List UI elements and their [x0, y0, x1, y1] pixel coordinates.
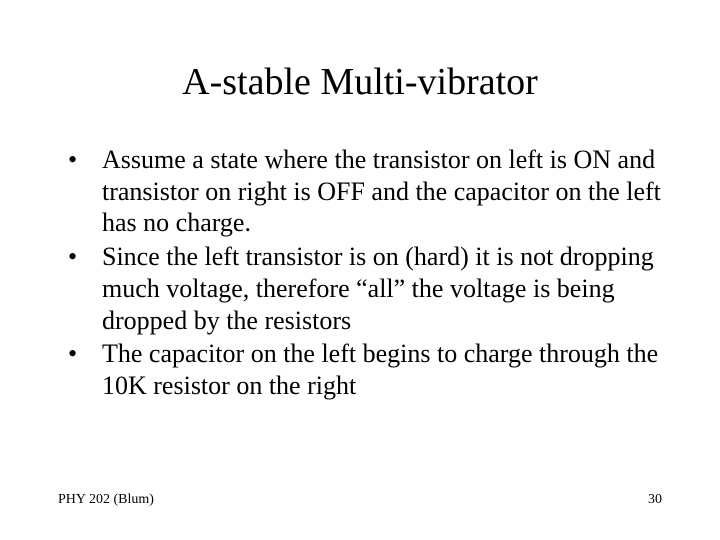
- bullet-item: The capacitor on the left begins to char…: [58, 338, 662, 401]
- bullet-item: Assume a state where the transistor on l…: [58, 144, 662, 239]
- bullet-list: Assume a state where the transistor on l…: [58, 144, 662, 402]
- slide-container: A-stable Multi-vibrator Assume a state w…: [0, 0, 720, 540]
- slide-title: A-stable Multi-vibrator: [58, 60, 662, 104]
- footer-page-number: 30: [648, 492, 662, 508]
- footer-course: PHY 202 (Blum): [58, 492, 154, 508]
- bullet-item: Since the left transistor is on (hard) i…: [58, 241, 662, 336]
